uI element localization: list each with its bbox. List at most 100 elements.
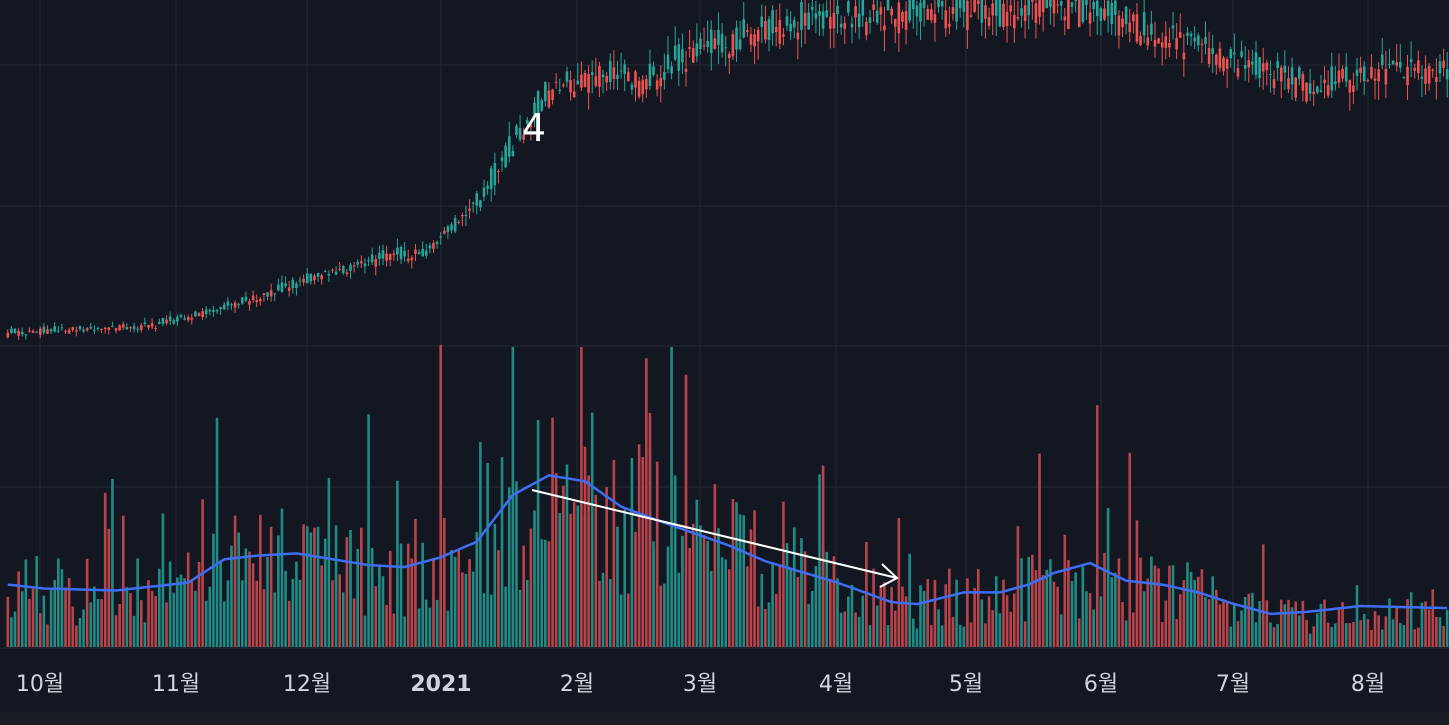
candle-body bbox=[493, 163, 497, 186]
candle-body bbox=[489, 168, 493, 190]
volume-bar bbox=[1442, 625, 1445, 647]
candle-body bbox=[522, 134, 525, 140]
candle-body bbox=[645, 79, 648, 90]
volume-bar bbox=[89, 602, 93, 647]
volume-bar bbox=[266, 556, 269, 647]
candle-body bbox=[1272, 79, 1276, 89]
candle-body bbox=[64, 330, 67, 332]
volume-ma-line bbox=[7, 474, 1448, 616]
volume-bar bbox=[1319, 603, 1323, 647]
candle-body bbox=[403, 250, 406, 257]
candle-body bbox=[551, 89, 554, 101]
candle-body bbox=[1247, 60, 1251, 68]
candle-body bbox=[1258, 57, 1261, 79]
candle-body bbox=[688, 47, 691, 49]
candle-body bbox=[796, 32, 800, 40]
volume-bar bbox=[500, 457, 504, 647]
volume-bar bbox=[1215, 589, 1218, 647]
volume-bar bbox=[1182, 580, 1186, 647]
candle-body bbox=[331, 269, 334, 271]
volume-bar bbox=[583, 514, 587, 647]
volume-bar bbox=[803, 551, 807, 647]
candle-body bbox=[814, 13, 818, 19]
volume-bar bbox=[42, 595, 46, 647]
volume-bar bbox=[872, 568, 875, 647]
volume-bar bbox=[424, 599, 428, 647]
candle-body bbox=[121, 324, 125, 328]
candle-body bbox=[75, 330, 78, 332]
candle-body bbox=[38, 328, 42, 335]
candle-body bbox=[774, 26, 778, 33]
volume-bar bbox=[1438, 617, 1442, 647]
candle-body bbox=[1373, 78, 1377, 81]
volume-bar bbox=[854, 612, 857, 647]
candle-body bbox=[865, 21, 868, 36]
volume-bar bbox=[78, 617, 82, 647]
volume-bar bbox=[280, 508, 284, 647]
volume-bar bbox=[150, 590, 154, 647]
volume-bar bbox=[699, 525, 702, 647]
volume-bar bbox=[749, 529, 753, 647]
candle-body bbox=[1337, 70, 1341, 83]
candle-body bbox=[1189, 33, 1193, 37]
volume-bar bbox=[338, 574, 341, 647]
candle-body bbox=[291, 279, 295, 289]
volume-bar bbox=[919, 585, 922, 647]
volume-bar bbox=[829, 578, 832, 647]
volume-bar bbox=[1229, 626, 1233, 647]
volume-bar bbox=[836, 578, 839, 647]
candle-body bbox=[219, 306, 222, 310]
candle-body bbox=[1027, 0, 1031, 16]
volume-bar bbox=[107, 528, 111, 647]
candle-body bbox=[150, 323, 154, 327]
volume-bar bbox=[1070, 581, 1074, 647]
candle-body bbox=[266, 292, 269, 297]
volume-bar bbox=[1027, 556, 1031, 647]
candle-body bbox=[1038, 0, 1041, 17]
volume-bar bbox=[1334, 623, 1337, 647]
candle-body bbox=[1261, 63, 1265, 72]
candle-body bbox=[1110, 2, 1113, 25]
volume-bar bbox=[753, 510, 756, 647]
volume-bar bbox=[168, 561, 172, 647]
volume-bar bbox=[738, 514, 742, 647]
volume-bar bbox=[922, 591, 926, 647]
candle-body bbox=[854, 6, 857, 18]
volume-bar bbox=[994, 576, 998, 647]
candle-body bbox=[850, 23, 854, 28]
volume-bar bbox=[287, 600, 291, 647]
volume-bar bbox=[814, 566, 818, 647]
volume-bar bbox=[399, 543, 403, 647]
volume-bar bbox=[933, 579, 937, 647]
candle-body bbox=[1399, 61, 1402, 68]
volume-bar bbox=[1225, 602, 1229, 647]
volume-bar bbox=[746, 566, 749, 647]
candle-body bbox=[417, 252, 421, 255]
x-tick-label: 7월 bbox=[1216, 672, 1250, 697]
volume-bar bbox=[305, 526, 309, 647]
volume-bar bbox=[165, 602, 168, 647]
candle-body bbox=[479, 200, 482, 208]
volume-bar bbox=[576, 505, 580, 647]
volume-bar bbox=[493, 523, 497, 647]
volume-bar bbox=[320, 565, 323, 647]
volume-bar bbox=[1193, 579, 1196, 647]
volume-bar bbox=[172, 592, 176, 647]
x-tick-label: 12월 bbox=[283, 672, 331, 697]
volume-bar bbox=[515, 481, 518, 647]
candle-body bbox=[100, 328, 103, 330]
x-tick-label: 6월 bbox=[1084, 672, 1118, 697]
candle-body bbox=[1424, 68, 1427, 84]
volume-bar bbox=[821, 465, 825, 647]
volume-bar bbox=[1171, 565, 1175, 647]
candle-body bbox=[345, 272, 349, 274]
volume-bar bbox=[518, 589, 522, 647]
volume-bar bbox=[684, 374, 688, 647]
candle-body bbox=[111, 326, 114, 328]
volume-bar bbox=[114, 615, 118, 647]
volume-bar bbox=[35, 556, 38, 647]
candle-body bbox=[1442, 60, 1445, 68]
volume-bar bbox=[24, 559, 28, 647]
candle-body bbox=[1218, 48, 1222, 69]
volume-bar bbox=[1114, 572, 1117, 647]
